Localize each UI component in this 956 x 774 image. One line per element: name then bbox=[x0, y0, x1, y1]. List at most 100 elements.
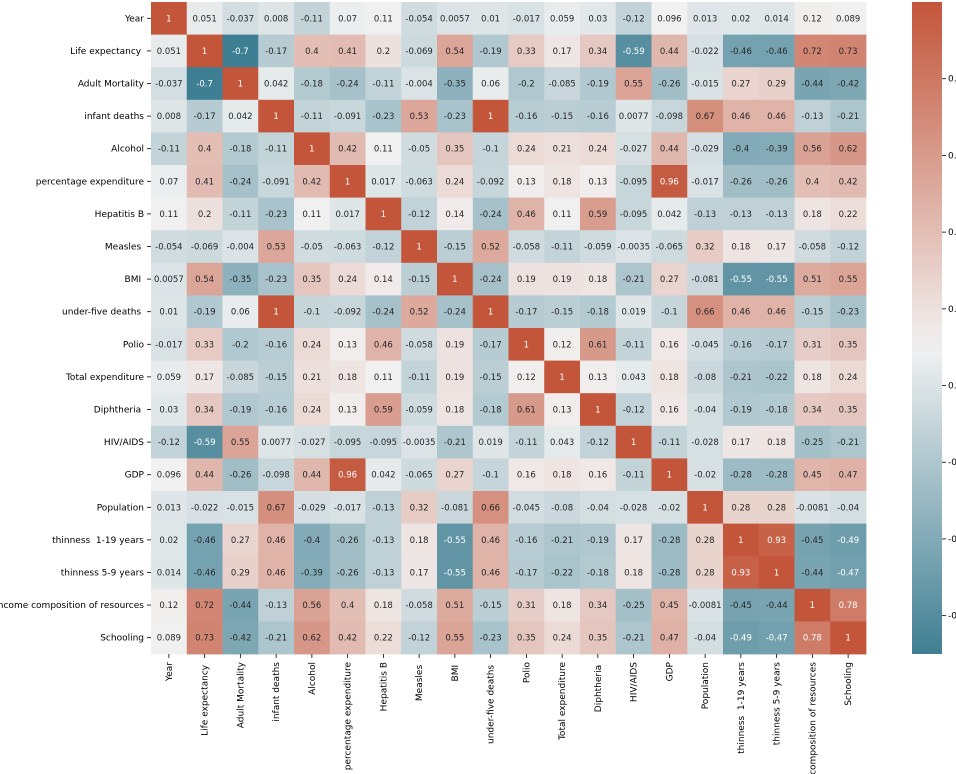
heatmap-cell-label: -0.1 bbox=[304, 308, 321, 318]
heatmap-cell bbox=[508, 360, 545, 394]
heatmap-cell bbox=[329, 67, 366, 101]
heatmap-cell bbox=[651, 360, 688, 394]
heatmap-cell-label: 0.12 bbox=[803, 14, 822, 24]
heatmap-cell bbox=[437, 458, 474, 492]
heatmap-cell-label: -0.063 bbox=[405, 177, 432, 187]
heatmap-cell-label: 0.03 bbox=[588, 14, 607, 24]
heatmap-cell-label: -0.022 bbox=[691, 47, 718, 57]
heatmap-cell-label: -0.23 bbox=[837, 308, 859, 318]
heatmap-cell bbox=[580, 621, 617, 655]
heatmap-cell-label: 0.17 bbox=[767, 243, 786, 253]
heatmap-cell-label: 0.56 bbox=[803, 145, 822, 155]
heatmap-cell-label: -0.017 bbox=[334, 503, 361, 513]
heatmap-cell-label: -0.17 bbox=[194, 112, 216, 122]
heatmap-cell-label: -0.49 bbox=[837, 536, 859, 546]
heatmap-cell bbox=[615, 556, 652, 590]
heatmap-cell bbox=[329, 523, 366, 557]
heatmap-cell bbox=[329, 360, 366, 394]
heatmap-cell-label: 1 bbox=[488, 112, 493, 122]
heatmap-cell-label: 0.61 bbox=[517, 406, 536, 416]
heatmap-cell-label: -0.55 bbox=[766, 275, 788, 285]
heatmap-cell-label: 0.61 bbox=[588, 340, 607, 350]
heatmap-cell bbox=[723, 360, 760, 394]
heatmap-cell bbox=[186, 393, 223, 427]
heatmap-cell-label: 0.53 bbox=[267, 243, 286, 253]
heatmap-cell bbox=[830, 295, 867, 329]
heatmap-cell bbox=[258, 328, 295, 361]
heatmap-cell bbox=[758, 621, 795, 655]
heatmap-cell-label: -0.063 bbox=[334, 243, 361, 253]
heatmap-cell bbox=[329, 165, 366, 198]
x-axis-tick-label: thinness 5-9 years bbox=[773, 662, 783, 748]
heatmap-cell bbox=[186, 197, 223, 231]
heatmap-cell bbox=[508, 556, 545, 590]
heatmap-cell bbox=[186, 360, 223, 394]
heatmap-cell-label: 0.24 bbox=[445, 177, 464, 187]
y-axis-tick-label: HIV/AIDS bbox=[101, 438, 144, 448]
heatmap-cell-label: -0.18 bbox=[229, 145, 251, 155]
heatmap-cell bbox=[758, 99, 795, 133]
y-axis-tick-label: Life expectancy bbox=[70, 47, 144, 57]
heatmap-cell bbox=[151, 34, 188, 68]
heatmap-cell-label: 0.35 bbox=[839, 340, 858, 350]
heatmap-cell bbox=[222, 458, 259, 492]
heatmap-cell-label: -0.11 bbox=[551, 243, 573, 253]
heatmap-cell-label: -0.045 bbox=[691, 340, 718, 350]
heatmap-cell bbox=[723, 34, 760, 68]
heatmap-cell bbox=[294, 393, 331, 427]
heatmap-cell bbox=[472, 67, 509, 101]
heatmap-cell-label: -0.28 bbox=[658, 536, 680, 546]
heatmap-cell-label: 0.21 bbox=[302, 373, 321, 383]
heatmap-cell-label: -0.21 bbox=[444, 438, 466, 448]
heatmap-cell bbox=[615, 360, 652, 394]
heatmap-cell bbox=[258, 588, 295, 622]
x-axis-tick-label: HIV/AIDS bbox=[630, 662, 640, 705]
heatmap-cell bbox=[294, 67, 331, 101]
heatmap-cell-label: 0.13 bbox=[553, 406, 572, 416]
heatmap-cell-label: -0.11 bbox=[515, 438, 537, 448]
heatmap-cell bbox=[615, 132, 652, 166]
colorbar-tick-label: -0.4 bbox=[948, 535, 956, 545]
heatmap-cell bbox=[615, 262, 652, 296]
heatmap-cell bbox=[830, 491, 867, 524]
heatmap-cell bbox=[508, 230, 545, 264]
heatmap-cell bbox=[472, 34, 509, 68]
heatmap-cell bbox=[758, 360, 795, 394]
heatmap-cell-label: 0.29 bbox=[767, 80, 786, 90]
heatmap-cell bbox=[294, 230, 331, 264]
heatmap-cell bbox=[258, 458, 295, 492]
heatmap-cell-label: 0.017 bbox=[335, 210, 359, 220]
y-axis-tick-label: Income composition of resources bbox=[0, 601, 144, 611]
heatmap-cell bbox=[830, 458, 867, 492]
heatmap-cell bbox=[758, 295, 795, 329]
heatmap-cell-label: -0.095 bbox=[620, 177, 647, 187]
heatmap-cell bbox=[151, 230, 188, 264]
heatmap-cell-label: 0.47 bbox=[839, 471, 858, 481]
heatmap-cell-label: 0.66 bbox=[481, 503, 500, 513]
heatmap-cell-label: 0.31 bbox=[803, 340, 822, 350]
heatmap-cell-label: 0.19 bbox=[445, 373, 464, 383]
heatmap-cell bbox=[222, 34, 259, 68]
heatmap-cell-label: 0.46 bbox=[731, 112, 750, 122]
heatmap-cell-label: 0.46 bbox=[374, 340, 393, 350]
heatmap-cell bbox=[723, 197, 760, 231]
heatmap-cell bbox=[830, 588, 867, 622]
heatmap-cell bbox=[365, 67, 402, 101]
heatmap-cell-label: 0.35 bbox=[445, 145, 464, 155]
heatmap-cell bbox=[186, 328, 223, 361]
heatmap-cell-label: -0.054 bbox=[155, 243, 182, 253]
heatmap-cell bbox=[437, 491, 474, 524]
heatmap-cell bbox=[723, 262, 760, 296]
heatmap-cell-label: 0.017 bbox=[371, 177, 395, 187]
heatmap-cell bbox=[687, 360, 724, 394]
heatmap-cell-label: 0.051 bbox=[157, 47, 181, 57]
heatmap-cell bbox=[365, 2, 402, 35]
heatmap-cell-label: -0.39 bbox=[301, 569, 323, 579]
heatmap-cell-label: -0.22 bbox=[766, 373, 788, 383]
heatmap-cell bbox=[329, 458, 366, 492]
heatmap-cell bbox=[186, 523, 223, 557]
heatmap-cell bbox=[294, 425, 331, 459]
colorbar-tick-label: 0.8 bbox=[948, 75, 956, 85]
heatmap-cell bbox=[472, 556, 509, 590]
heatmap-cell bbox=[186, 34, 223, 68]
